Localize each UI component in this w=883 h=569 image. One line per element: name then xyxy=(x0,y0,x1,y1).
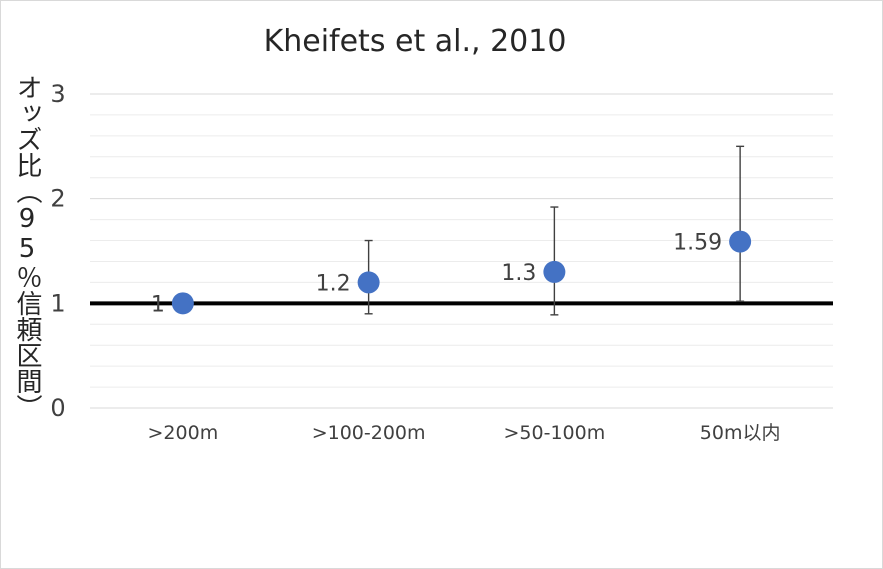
data-point xyxy=(543,260,566,283)
gridlines xyxy=(90,93,833,409)
y-tick-label: 2 xyxy=(50,185,65,213)
x-tick-label: 50m以内 xyxy=(700,422,781,444)
data-point xyxy=(729,230,752,253)
category-labels: >200m >100-200m >50-100m 50m以内 xyxy=(148,422,781,444)
data-point xyxy=(171,292,194,315)
x-tick-label: >200m xyxy=(148,422,219,444)
data-label: 1.59 xyxy=(673,231,722,256)
y-tick-label: 0 xyxy=(50,394,65,422)
y-tick-label: 3 xyxy=(50,80,65,108)
data-label: 1 xyxy=(151,292,165,317)
x-tick-label: >50-100m xyxy=(504,422,606,444)
y-axis-label: オッズ比（95％信頼区間） xyxy=(12,74,42,420)
data-label: 1.2 xyxy=(316,271,351,296)
data-points xyxy=(171,230,752,315)
data-labels: 1 1.2 1.3 1.59 xyxy=(151,231,722,318)
data-label: 1.3 xyxy=(501,261,536,286)
y-tick-label: 1 xyxy=(50,289,65,317)
y-tick-labels: 0 1 2 3 xyxy=(50,80,65,422)
data-point xyxy=(357,271,380,294)
chart-title: Kheifets et al., 2010 xyxy=(263,24,567,59)
x-tick-label: >100-200m xyxy=(312,422,426,444)
